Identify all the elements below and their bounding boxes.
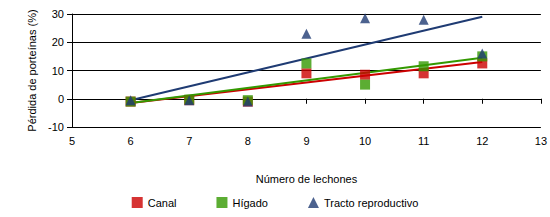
svg-text:8: 8 xyxy=(245,135,251,147)
svg-text:10: 10 xyxy=(52,65,64,77)
svg-text:Tracto reproductivo: Tracto reproductivo xyxy=(324,197,418,209)
svg-text:5: 5 xyxy=(69,135,75,147)
svg-text:Pérdida de porteínas (%): Pérdida de porteínas (%) xyxy=(26,9,38,131)
svg-text:Canal: Canal xyxy=(148,197,177,209)
svg-text:-10: -10 xyxy=(48,121,64,133)
svg-text:11: 11 xyxy=(418,135,429,147)
svg-text:Hígado: Hígado xyxy=(232,197,267,209)
svg-text:10: 10 xyxy=(359,135,371,147)
svg-text:7: 7 xyxy=(186,135,192,147)
svg-text:12: 12 xyxy=(476,135,488,147)
svg-text:9: 9 xyxy=(303,135,309,147)
svg-text:0: 0 xyxy=(58,93,64,105)
svg-text:Número de lechones: Número de lechones xyxy=(256,173,358,185)
svg-text:13: 13 xyxy=(535,135,547,147)
svg-text:30: 30 xyxy=(52,8,64,20)
svg-text:20: 20 xyxy=(52,36,64,48)
svg-text:6: 6 xyxy=(128,135,134,147)
